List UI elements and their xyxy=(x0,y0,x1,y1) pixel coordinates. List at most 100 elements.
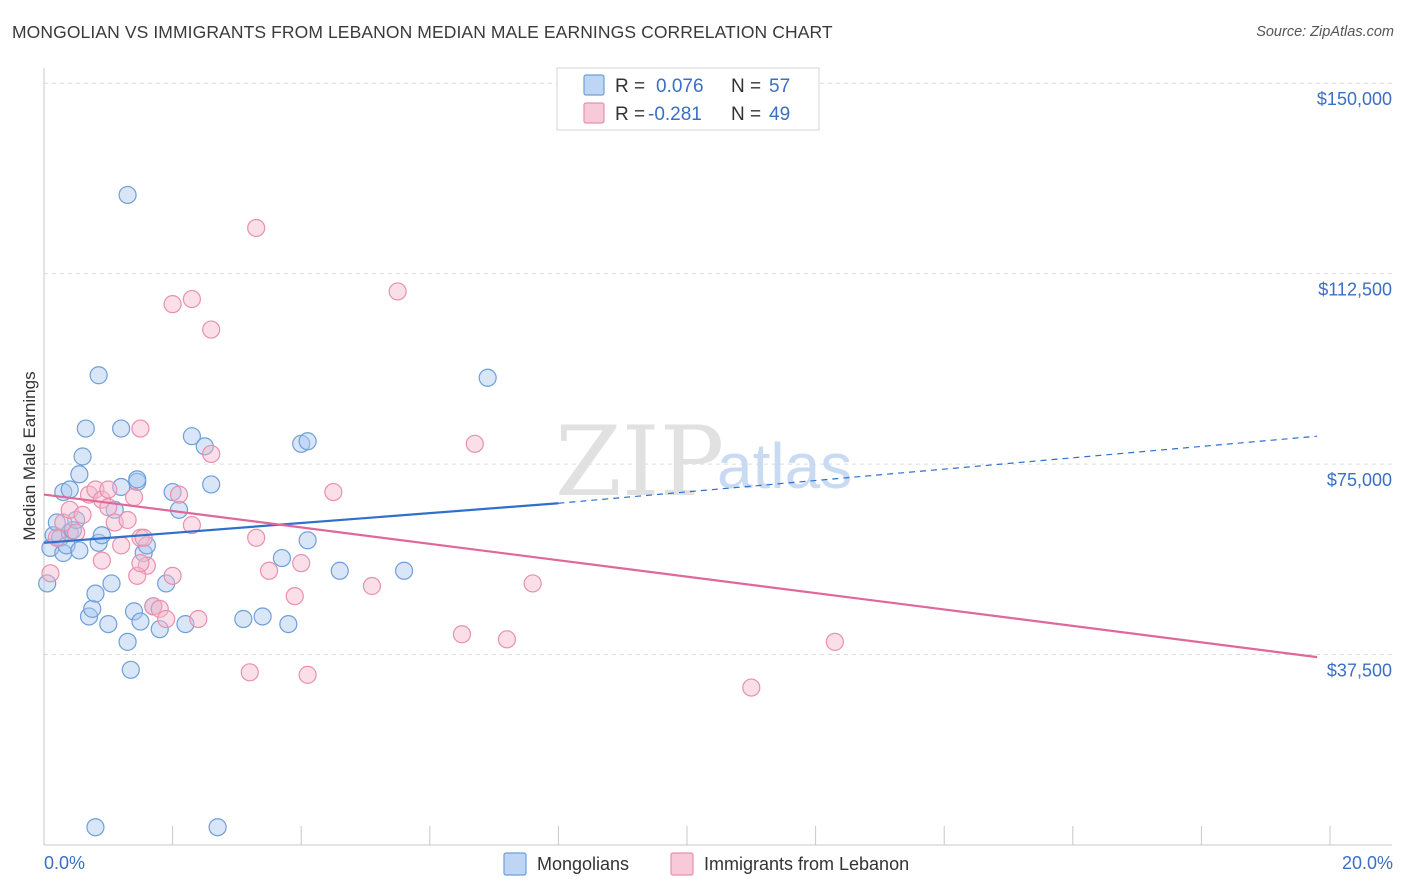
lebanon-point xyxy=(112,536,131,555)
lebanon-point xyxy=(99,480,118,499)
lebanon-point xyxy=(67,523,86,542)
lebanon-point xyxy=(182,515,201,535)
mongolians-point xyxy=(394,561,414,580)
lebanon-point xyxy=(298,665,317,684)
legend-n-value-1: 57 xyxy=(769,76,790,97)
legend-r-label-2: R = xyxy=(615,104,645,125)
lebanon-point xyxy=(92,551,111,570)
legend-swatch-mongolians xyxy=(583,74,605,96)
lebanon-point xyxy=(163,295,182,314)
lebanon-point xyxy=(169,485,189,504)
lebanon-point xyxy=(247,528,266,547)
trend-line-lebanon xyxy=(43,493,1318,659)
mongolians-point xyxy=(63,521,83,540)
lebanon-point xyxy=(202,444,221,464)
mongolians-point xyxy=(234,609,253,629)
mongolians-point xyxy=(131,612,150,631)
chart-title: MONGOLIAN VS IMMIGRANTS FROM LEBANON MED… xyxy=(12,22,833,42)
mongolians-point xyxy=(478,368,497,387)
lebanon-point xyxy=(73,505,92,525)
lebanon-point xyxy=(163,566,182,585)
mongolians-point xyxy=(169,500,189,519)
mongolians-point xyxy=(118,185,137,205)
y-tick-label-112500: $112,500 xyxy=(1318,280,1392,300)
mongolians-point xyxy=(73,447,92,466)
mongolians-point xyxy=(60,480,79,499)
mongolians-point xyxy=(298,432,317,451)
mongolians-point xyxy=(157,574,176,593)
mongolians-point xyxy=(118,632,137,651)
legend-n-label-2: N = xyxy=(731,104,761,125)
x-tick-label-min: 0.0% xyxy=(44,853,85,873)
trend-line-mongolians xyxy=(43,502,559,544)
lebanon-point xyxy=(825,632,844,651)
mongolians-point xyxy=(128,470,147,489)
mongolians-point xyxy=(70,541,89,560)
lebanon-point xyxy=(247,218,266,238)
lebanon-point xyxy=(41,564,60,583)
lebanon-point xyxy=(131,554,150,573)
lebanon-point xyxy=(131,419,150,438)
mongolians-point xyxy=(89,366,108,385)
mongolians-point xyxy=(38,574,57,593)
lebanon-point xyxy=(292,554,311,573)
bottom-legend-swatch-mongolians xyxy=(503,852,527,876)
mongolians-point xyxy=(195,437,214,456)
legend-r-value-1: 0.076 xyxy=(656,76,704,97)
lebanon-point xyxy=(47,528,66,547)
lebanon-point xyxy=(157,609,176,629)
lebanon-point xyxy=(86,480,105,499)
lebanon-point xyxy=(92,490,111,509)
lebanon-point xyxy=(324,482,343,502)
lebanon-point xyxy=(465,434,484,453)
series-legend: Mongolians Immigrants from Lebanon xyxy=(503,852,909,876)
mongolians-point xyxy=(124,602,144,621)
mongolians-point xyxy=(47,513,66,532)
x-tick-label-max: 20.0% xyxy=(1342,853,1393,873)
lebanon-point xyxy=(118,510,137,530)
mongolians-point xyxy=(70,465,89,484)
y-tick-label-75000: $75,000 xyxy=(1327,470,1392,490)
y-axis-label: Median Male Earnings xyxy=(20,371,39,540)
mongolians-point xyxy=(99,614,118,634)
mongolians-point xyxy=(182,427,201,446)
x-ticks xyxy=(43,826,1331,845)
mongolians-point xyxy=(208,818,227,837)
lebanon-point xyxy=(497,630,517,649)
mongolians-point xyxy=(279,614,298,634)
mongolians-point xyxy=(202,475,221,494)
lebanon-point xyxy=(523,574,542,593)
mongolians-point xyxy=(86,584,105,603)
lebanon-point xyxy=(742,678,761,697)
legend-r-label-1: R = xyxy=(615,76,645,97)
trend-line-mongolians-extrapolated xyxy=(558,435,1318,504)
mongolians-point xyxy=(121,660,140,679)
lebanon-point xyxy=(150,599,169,618)
lebanon-point xyxy=(134,528,153,547)
mongolians-point xyxy=(76,419,95,438)
lebanon-point xyxy=(362,576,382,596)
mongolians-point xyxy=(150,620,169,639)
mongolians-point xyxy=(253,607,272,626)
legend-r-value-2: -0.281 xyxy=(648,104,702,125)
mongolians-point xyxy=(298,531,317,550)
lebanon-point xyxy=(388,282,407,301)
bottom-legend-label-lebanon: Immigrants from Lebanon xyxy=(704,854,909,874)
mongolians-point xyxy=(92,526,111,545)
mongolians-point xyxy=(112,419,131,438)
legend-n-value-2: 49 xyxy=(769,104,790,125)
watermark-atlas: atlas xyxy=(717,430,852,502)
legend-n-label-1: N = xyxy=(731,76,761,97)
lebanon-point xyxy=(124,488,144,507)
lebanon-point xyxy=(259,561,279,580)
legend-swatch-lebanon xyxy=(583,102,605,124)
mongolians-point xyxy=(330,561,349,580)
y-tick-label-150000: $150,000 xyxy=(1317,89,1392,109)
lebanon-point xyxy=(240,663,259,682)
lebanon-point xyxy=(182,289,201,309)
bottom-legend-swatch-lebanon xyxy=(670,852,694,876)
correlation-legend: R = 0.076 N = 57 R = -0.281 N = 49 xyxy=(556,67,820,131)
mongolians-point xyxy=(83,599,102,618)
source-label: Source: ZipAtlas.com xyxy=(1256,24,1394,40)
